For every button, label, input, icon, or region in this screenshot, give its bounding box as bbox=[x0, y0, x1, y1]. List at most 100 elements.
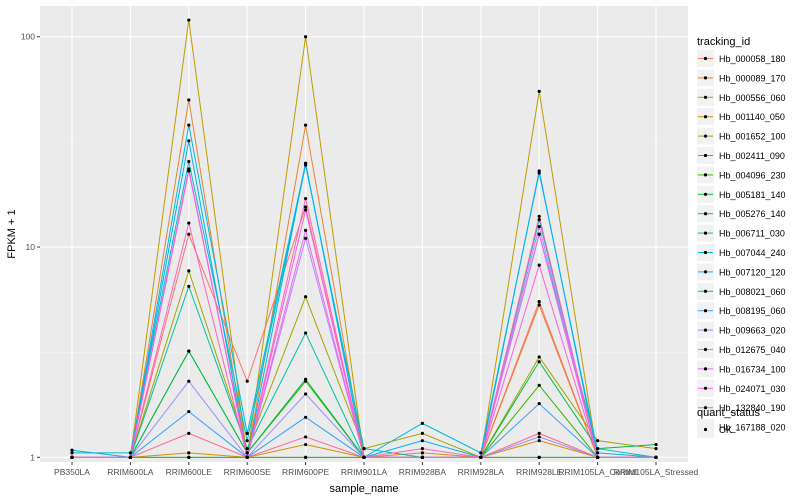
data-point bbox=[304, 415, 308, 419]
x-tick-label: RRIM600LA bbox=[107, 467, 154, 477]
data-point bbox=[245, 447, 249, 451]
data-point bbox=[479, 455, 483, 459]
data-point bbox=[420, 451, 424, 455]
data-point bbox=[479, 451, 483, 455]
shape-legend-label: OK bbox=[719, 425, 732, 435]
data-point bbox=[70, 448, 74, 452]
legend-title: tracking_id bbox=[697, 36, 750, 48]
data-point bbox=[537, 439, 541, 443]
data-point bbox=[245, 455, 249, 459]
data-point bbox=[420, 439, 424, 443]
legend-label: Hb_016734_100 bbox=[719, 364, 786, 374]
data-point bbox=[245, 379, 249, 383]
data-point bbox=[596, 439, 600, 443]
legend-label: Hb_004096_230 bbox=[719, 170, 786, 180]
data-point bbox=[654, 447, 658, 451]
data-point bbox=[304, 123, 308, 127]
data-point bbox=[187, 431, 191, 435]
legend-label: Hb_001140_050 bbox=[719, 112, 785, 122]
data-point bbox=[596, 451, 600, 455]
legend-label: Hb_009663_020 bbox=[719, 326, 786, 336]
data-point bbox=[187, 269, 191, 273]
legend-key-point bbox=[703, 250, 708, 255]
data-point bbox=[304, 331, 308, 335]
data-point bbox=[654, 442, 658, 447]
data-point bbox=[537, 232, 541, 236]
data-point bbox=[128, 455, 132, 459]
legend-key-point bbox=[703, 347, 708, 352]
data-point bbox=[187, 284, 191, 288]
data-point bbox=[537, 225, 541, 229]
data-point bbox=[245, 431, 249, 435]
data-point bbox=[537, 169, 541, 173]
x-tick-label: RRIM928LE bbox=[516, 467, 563, 477]
data-point bbox=[304, 208, 308, 212]
data-point bbox=[187, 221, 191, 225]
legend-key-point bbox=[703, 192, 708, 196]
data-point bbox=[304, 35, 308, 39]
legend-label: Hb_008195_060 bbox=[719, 306, 786, 316]
shape-legend-title: quant_status bbox=[697, 407, 760, 419]
data-point bbox=[537, 435, 541, 439]
y-axis: 1 10 100 bbox=[21, 32, 40, 462]
y-tick-label: 100 bbox=[21, 32, 35, 42]
legend-key-point bbox=[703, 231, 708, 235]
data-point bbox=[187, 349, 191, 353]
legend-key-point bbox=[703, 173, 708, 177]
legend-label: Hb_000089_170 bbox=[719, 73, 786, 83]
legend-key-point bbox=[703, 309, 708, 313]
data-point bbox=[304, 205, 308, 209]
x-tick-label: RRIM600SE bbox=[224, 467, 272, 477]
legend-label: Hb_012675_040 bbox=[719, 345, 786, 355]
data-point bbox=[362, 455, 366, 459]
legend-key-point bbox=[703, 386, 708, 390]
data-point bbox=[187, 139, 191, 143]
x-tick-label: RRIM928LA bbox=[458, 467, 505, 477]
data-point bbox=[304, 196, 308, 201]
legend-key-point bbox=[703, 95, 708, 99]
data-point bbox=[304, 236, 308, 240]
data-point bbox=[537, 218, 541, 222]
data-point bbox=[128, 451, 132, 455]
data-point bbox=[187, 455, 191, 459]
data-point bbox=[420, 421, 424, 425]
legend-key-point bbox=[703, 367, 708, 371]
legend-key-point bbox=[703, 115, 708, 119]
legend-key-point bbox=[703, 406, 708, 410]
legend-key-point bbox=[703, 153, 708, 158]
data-point bbox=[304, 377, 308, 381]
data-point bbox=[537, 300, 541, 304]
data-point bbox=[187, 159, 191, 164]
legend-key-point bbox=[703, 289, 708, 293]
legend-label: Hb_000058_180 bbox=[719, 54, 786, 64]
legend-label: Hb_002411_090 bbox=[719, 151, 785, 161]
legend-label: Hb_005276_140 bbox=[719, 209, 786, 219]
legend-key-point bbox=[703, 134, 708, 138]
data-point bbox=[187, 169, 191, 173]
legend-label: Hb_000556_060 bbox=[719, 93, 786, 103]
legend-label: Hb_024071_030 bbox=[719, 384, 786, 394]
data-point bbox=[420, 455, 424, 459]
legend-label: Hb_007044_240 bbox=[719, 248, 786, 258]
data-point bbox=[187, 379, 191, 383]
shape-legend: quant_status OK bbox=[697, 407, 760, 438]
x-tick-label: RRIM600LE bbox=[166, 467, 213, 477]
color-legend: tracking_id Hb_000058_180 Hb_000089_170 Hb… bbox=[697, 36, 786, 436]
x-tick-label: PB350LA bbox=[54, 467, 90, 477]
x-tick-label: RRIM105LA_Stressed bbox=[614, 467, 699, 477]
data-point bbox=[596, 455, 600, 459]
shape-legend-point bbox=[703, 427, 708, 432]
data-point bbox=[304, 295, 308, 299]
legend-label: Hb_008021_060 bbox=[719, 287, 786, 297]
x-tick-label: RRIM928BA bbox=[399, 467, 447, 477]
data-point bbox=[537, 89, 541, 93]
data-point bbox=[304, 161, 308, 165]
data-points bbox=[70, 18, 658, 459]
data-point bbox=[187, 409, 191, 414]
data-point bbox=[537, 303, 541, 307]
legend-key-point bbox=[703, 328, 708, 332]
data-point bbox=[537, 263, 541, 267]
x-tick-label: RRIM600PE bbox=[282, 467, 330, 477]
data-point bbox=[304, 435, 308, 439]
